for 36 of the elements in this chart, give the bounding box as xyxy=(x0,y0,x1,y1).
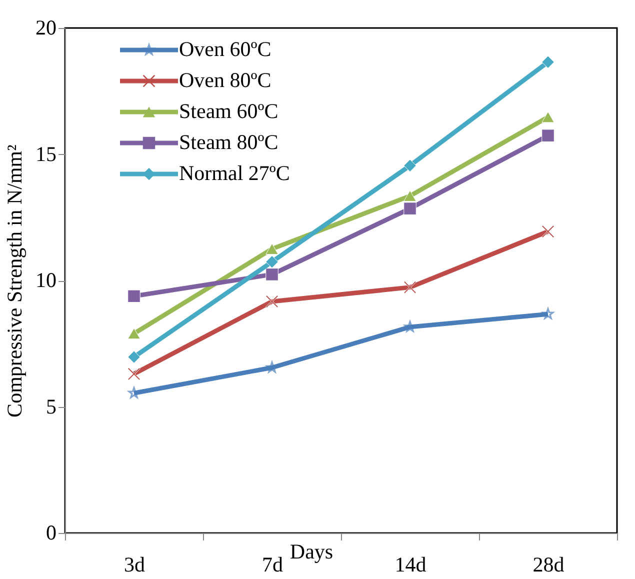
y-tick-label: 20 xyxy=(36,16,56,40)
point xyxy=(266,295,278,308)
point xyxy=(542,225,554,238)
point xyxy=(404,159,416,172)
legend-label: Oven 60ºC xyxy=(179,37,272,61)
point xyxy=(542,56,554,68)
point xyxy=(128,368,140,380)
legend-label: Steam 60ºC xyxy=(179,99,278,123)
y-tick-label: 15 xyxy=(36,142,56,166)
point xyxy=(266,268,278,281)
x-tick-label: 28d xyxy=(532,552,565,576)
point xyxy=(128,350,140,364)
legend-label: Steam 80ºC xyxy=(179,130,278,154)
point xyxy=(542,112,554,123)
point xyxy=(266,255,278,268)
legend-label: Oven 80ºC xyxy=(179,68,272,92)
point xyxy=(404,202,416,215)
y-axis-title: Compressive Strength in N/mm² xyxy=(2,144,26,418)
point xyxy=(404,320,416,332)
point xyxy=(404,190,416,202)
point xyxy=(542,129,554,142)
point xyxy=(128,328,140,340)
point xyxy=(128,387,140,398)
point xyxy=(266,243,278,254)
y-tick-label: 10 xyxy=(36,268,56,292)
point xyxy=(266,362,278,373)
x-tick-label: 7d xyxy=(262,552,284,576)
point xyxy=(542,308,554,320)
x-tick-label: 14d xyxy=(394,552,427,576)
point xyxy=(404,280,416,294)
y-tick-label: 5 xyxy=(46,394,56,418)
x-axis-title: Days xyxy=(290,540,334,564)
legend-label: Normal 27ºC xyxy=(179,161,290,185)
y-tick-label: 0 xyxy=(46,520,56,544)
point xyxy=(128,290,140,303)
x-tick-label: 3d xyxy=(124,552,146,576)
